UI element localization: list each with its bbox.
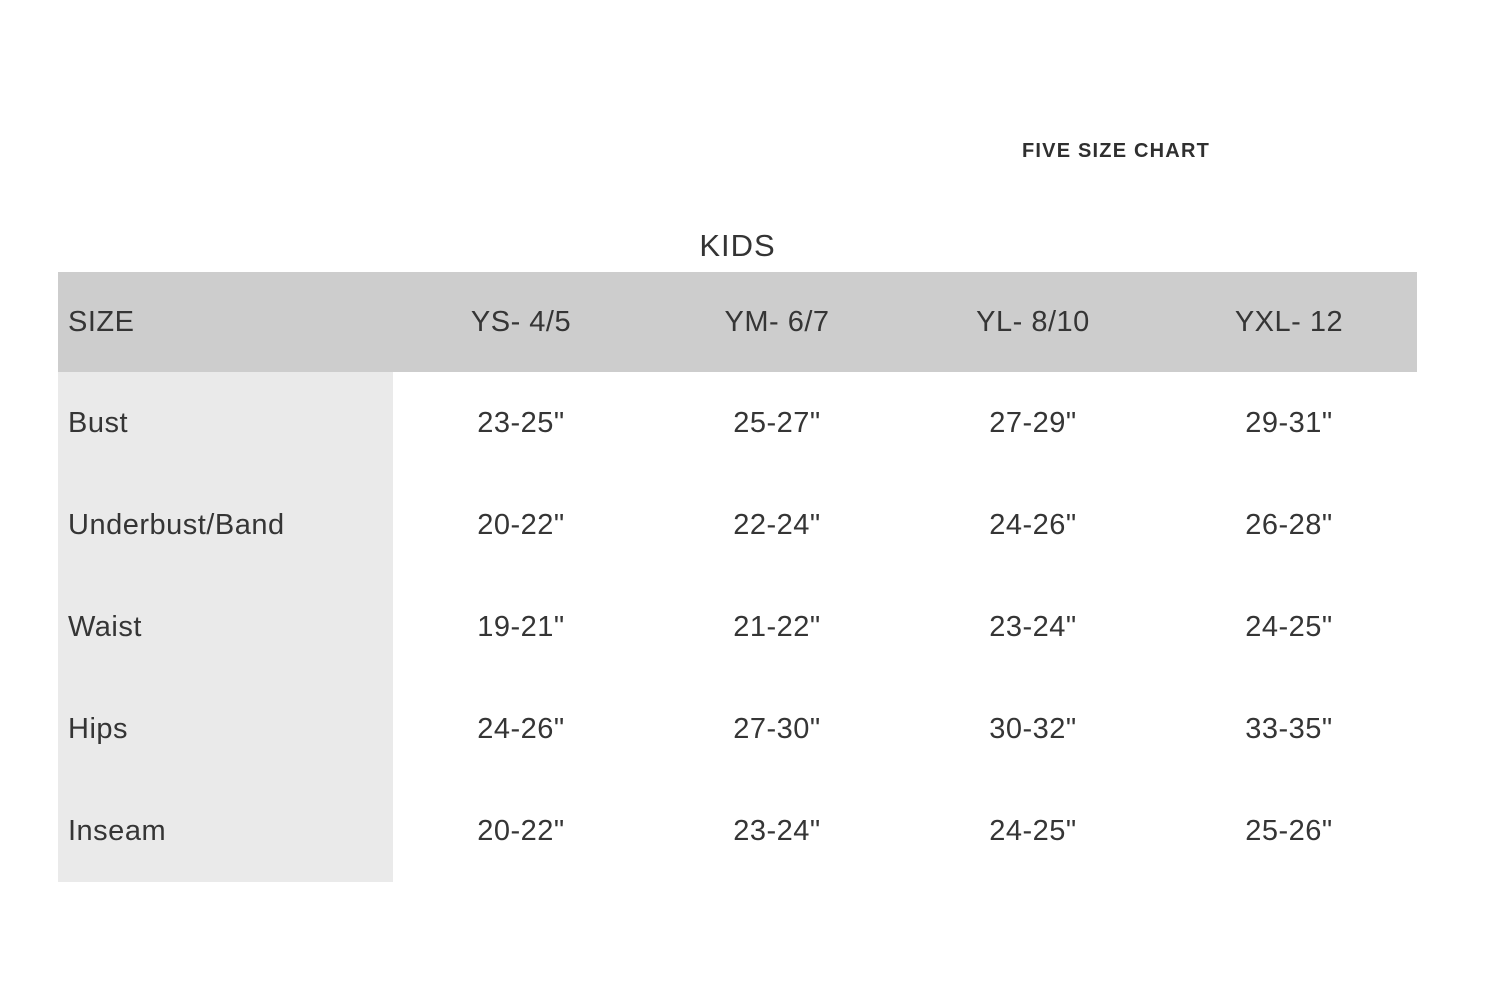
row-label: Inseam (58, 780, 393, 882)
table-row-waist: Waist 19-21" 21-22" 23-24" 24-25" (58, 576, 1417, 678)
table-row-hips: Hips 24-26" 27-30" 30-32" 33-35" (58, 678, 1417, 780)
table-row-underbust: Underbust/Band 20-22" 22-24" 24-26" 26-2… (58, 474, 1417, 576)
page-title: FIVE SIZE CHART (1022, 140, 1211, 162)
kids-size-table: SIZE YS- 4/5 YM- 6/7 YL- 8/10 YXL- 12 Bu… (58, 272, 1417, 882)
size-value-cell: 30-32" (989, 712, 1077, 745)
size-value-cell: 23-24" (733, 814, 821, 847)
size-value-cell: 24-25" (989, 814, 1077, 847)
size-value-cell: 25-27" (733, 406, 821, 439)
column-header-ys: YS- 4/5 (470, 305, 572, 338)
row-label: Bust (58, 372, 393, 474)
size-value-cell: 33-35" (1245, 712, 1333, 745)
size-table-body: Bust 23-25" 25-27" 27-29" 29-31" Underbu… (58, 372, 1417, 882)
column-header-yl: YL- 8/10 (976, 305, 1090, 338)
size-value-cell: 29-31" (1245, 406, 1333, 439)
size-value-cell: 20-22" (477, 814, 565, 847)
column-header-size: SIZE (68, 305, 135, 338)
size-value-cell: 27-29" (989, 406, 1077, 439)
size-value-cell: 26-28" (1245, 508, 1333, 541)
size-value-cell: 24-26" (989, 508, 1077, 541)
row-label: Waist (58, 576, 393, 678)
size-value-cell: 23-24" (989, 610, 1077, 643)
header-row: SIZE YS- 4/5 YM- 6/7 YL- 8/10 YXL- 12 (58, 272, 1417, 372)
size-value-cell: 21-22" (733, 610, 821, 643)
row-label: Underbust/Band (58, 474, 393, 576)
size-value-cell: 22-24" (733, 508, 821, 541)
size-value-cell: 24-26" (477, 712, 565, 745)
size-value-cell: 27-30" (733, 712, 821, 745)
size-value-cell: 20-22" (477, 508, 565, 541)
column-header-yxl: YXL- 12 (1234, 305, 1344, 338)
table-row-bust: Bust 23-25" 25-27" 27-29" 29-31" (58, 372, 1417, 474)
size-value-cell: 23-25" (477, 406, 565, 439)
row-label: Hips (58, 678, 393, 780)
size-value-cell: 25-26" (1245, 814, 1333, 847)
column-header-ym: YM- 6/7 (724, 305, 830, 338)
table-row-inseam: Inseam 20-22" 23-24" 24-25" 25-26" (58, 780, 1417, 882)
size-value-cell: 24-25" (1245, 610, 1333, 643)
table-title-kids: KIDS (699, 228, 776, 263)
size-value-cell: 19-21" (477, 610, 565, 643)
size-table-header: SIZE YS- 4/5 YM- 6/7 YL- 8/10 YXL- 12 (58, 272, 1417, 372)
